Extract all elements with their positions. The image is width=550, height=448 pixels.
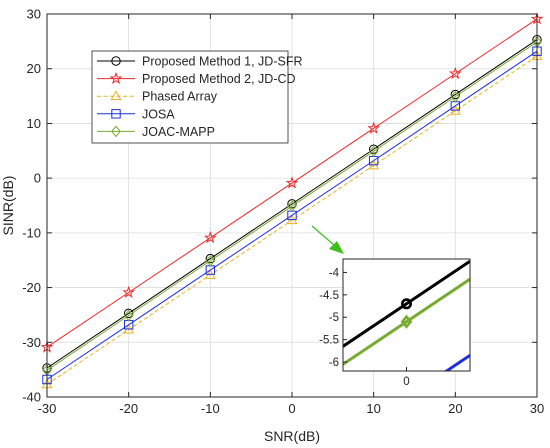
y-tick-label: -40 xyxy=(22,390,41,405)
y-tick-label: 30 xyxy=(27,7,41,22)
x-tick-label: 10 xyxy=(366,401,380,416)
inset-y-tick-label: -5.5 xyxy=(319,335,339,347)
data-point-joac-mapp xyxy=(368,145,379,158)
inset-series-joac-mapp xyxy=(343,277,470,366)
legend-marker-joac-mapp xyxy=(111,125,121,138)
x-tick-label: -20 xyxy=(119,401,138,416)
legend-box xyxy=(91,50,289,144)
series-joac-mapp xyxy=(42,36,542,377)
x-tick-label: 20 xyxy=(448,401,462,416)
series-line-josa xyxy=(46,50,538,380)
zoom-arrow xyxy=(311,225,344,254)
data-point-proposed-method-1-jd-sfr xyxy=(368,144,379,154)
series-line-proposed-method-1-jd-sfr xyxy=(46,39,538,369)
inset-zoom-chart: -6 -5.5 -5 -4.5 -4 0 xyxy=(319,258,471,388)
legend: Proposed Method 1, JD-SFR Proposed Method… xyxy=(91,50,303,144)
data-point-proposed-method-1-jd-sfr xyxy=(205,253,216,264)
inset-y-tick-label: -5 xyxy=(329,312,339,324)
x-tick-label: 0 xyxy=(288,401,295,416)
legend-item-phased-array: Phased Array xyxy=(97,90,218,104)
inset-y-tick-label: -6 xyxy=(329,357,339,369)
data-point-joac-mapp xyxy=(450,90,461,103)
inset-marker-joac-mapp xyxy=(400,314,413,329)
series-group xyxy=(40,12,544,389)
legend-label-proposed-method-2-jd-cd: Proposed Method 2, JD-CD xyxy=(142,72,296,86)
legend-marker-proposed-method-1-jd-sfr xyxy=(111,56,121,66)
zoom-arrow-head xyxy=(329,241,344,254)
inset-line-josa xyxy=(443,354,470,371)
legend-item-proposed-method-1-jd-sfr: Proposed Method 1, JD-SFR xyxy=(97,55,303,69)
y-tick-label: -20 xyxy=(22,280,41,295)
legend-item-josa: JOSA xyxy=(97,107,175,121)
data-point-joac-mapp xyxy=(123,309,134,322)
y-axis-label: SINR(dB) xyxy=(0,176,16,236)
inset-series-proposed-method-1-jd-sfr xyxy=(343,259,470,348)
data-point-proposed-method-2-jd-cd xyxy=(203,231,217,244)
legend-item-joac-mapp: JOAC-MAPP xyxy=(97,125,215,139)
inset-marker-proposed-method-1-jd-sfr xyxy=(400,298,412,310)
data-point-joac-mapp xyxy=(287,200,297,212)
legend-marker-proposed-method-2-jd-cd xyxy=(109,71,123,85)
legend-label-joac-mapp: JOAC-MAPP xyxy=(142,125,215,139)
y-tick-label: 0 xyxy=(34,171,41,186)
x-axis-label: SNR(dB) xyxy=(264,428,320,444)
inset-series-josa xyxy=(443,354,470,371)
series-line-joac-mapp xyxy=(46,41,538,371)
inset-y-tick-label: -4.5 xyxy=(319,290,339,302)
data-point-proposed-method-2-jd-cd xyxy=(367,121,381,134)
legend-label-phased-array: Phased Array xyxy=(142,90,218,104)
inset-line-proposed-method-1-jd-sfr xyxy=(343,259,470,348)
data-point-joac-mapp xyxy=(205,254,216,267)
data-point-proposed-method-1-jd-sfr xyxy=(450,89,461,100)
data-point-proposed-method-2-jd-cd xyxy=(448,66,462,80)
axes: -30 -20 -10 0 10 20 30-40-30-20-100102030SNR(d… xyxy=(0,7,544,445)
data-point-proposed-method-1-jd-sfr xyxy=(123,308,134,318)
inset-x-tick-label: 0 xyxy=(403,376,409,388)
data-point-proposed-method-2-jd-cd xyxy=(122,285,136,298)
inset-series-group xyxy=(343,259,470,371)
series-line-phased-array xyxy=(46,55,538,385)
y-tick-label: 10 xyxy=(27,116,41,131)
y-tick-label: -30 xyxy=(22,335,41,350)
inset-y-tick-label: -4 xyxy=(329,267,340,279)
series-proposed-method-2-jd-cd xyxy=(40,12,544,353)
data-point-proposed-method-1-jd-sfr xyxy=(287,199,297,209)
data-point-proposed-method-2-jd-cd xyxy=(285,176,299,189)
y-tick-label: 20 xyxy=(27,61,41,76)
y-tick-label: -10 xyxy=(22,225,41,240)
x-tick-label: -10 xyxy=(201,401,220,416)
legend-marker-josa xyxy=(111,109,121,119)
legend-marker-phased-array xyxy=(110,90,122,101)
legend-item-proposed-method-2-jd-cd: Proposed Method 2, JD-CD xyxy=(97,71,296,86)
x-tick-label: -30 xyxy=(38,401,57,416)
x-tick-label: 30 xyxy=(530,401,544,416)
zoom-arrow-line xyxy=(311,225,335,246)
inset-line-joac-mapp xyxy=(343,277,470,366)
series-line-proposed-method-2-jd-cd xyxy=(46,18,538,348)
legend-label-josa: JOSA xyxy=(142,107,175,121)
legend-label-proposed-method-1-jd-sfr: Proposed Method 1, JD-SFR xyxy=(142,55,303,69)
